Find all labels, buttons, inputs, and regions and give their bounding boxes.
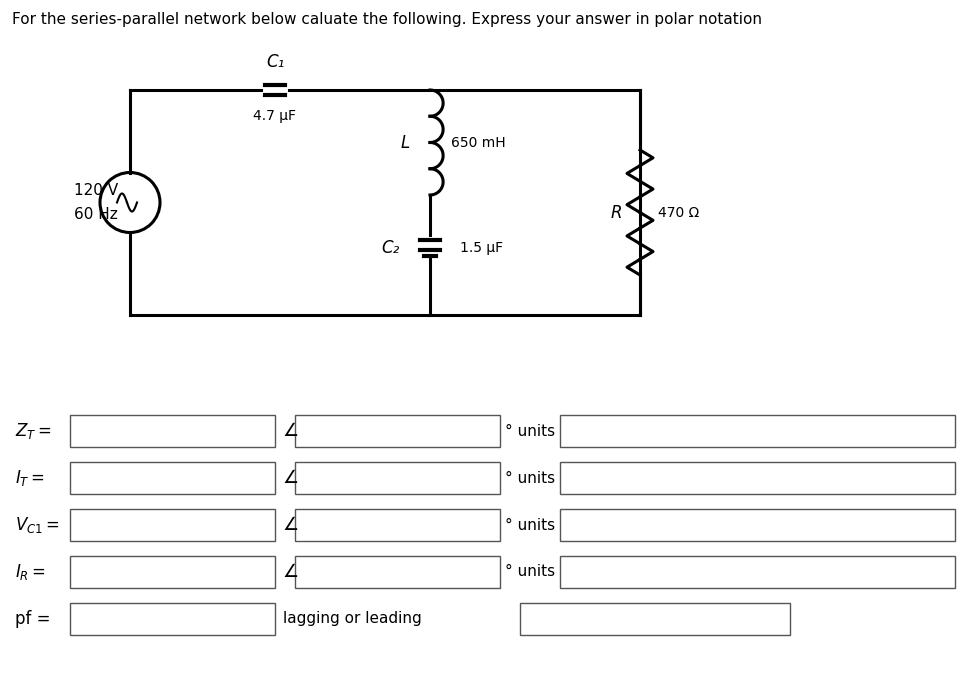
Text: ° units: ° units: [505, 423, 555, 439]
Text: ∠: ∠: [282, 422, 298, 440]
Text: ° units: ° units: [505, 564, 555, 579]
Text: pf =: pf =: [15, 610, 51, 628]
Text: 120 V: 120 V: [73, 183, 118, 198]
Bar: [70, 603, 275, 635]
Text: ∠: ∠: [282, 516, 298, 534]
Text: C₁: C₁: [266, 53, 284, 71]
Text: $I_T=$: $I_T=$: [15, 468, 45, 488]
Bar: [70, 509, 275, 541]
Text: 470 Ω: 470 Ω: [657, 205, 698, 219]
Text: ∠: ∠: [282, 563, 298, 581]
Text: 1.5 μF: 1.5 μF: [460, 241, 503, 255]
Bar: [294, 462, 500, 494]
Bar: [559, 509, 954, 541]
Bar: [519, 603, 789, 635]
Text: ° units: ° units: [505, 471, 555, 486]
Bar: [294, 415, 500, 447]
Text: 4.7 μF: 4.7 μF: [253, 109, 296, 123]
Text: $V_{C1}=$: $V_{C1}=$: [15, 515, 60, 535]
Text: L: L: [400, 133, 410, 151]
Text: C₂: C₂: [381, 239, 400, 257]
Bar: [559, 462, 954, 494]
Text: ∠: ∠: [282, 469, 298, 487]
Text: lagging or leading: lagging or leading: [283, 611, 422, 627]
Bar: [70, 556, 275, 588]
Text: $Z_T=$: $Z_T=$: [15, 421, 52, 441]
Text: 60 Hz: 60 Hz: [74, 207, 118, 222]
Bar: [294, 509, 500, 541]
Bar: [294, 556, 500, 588]
Bar: [559, 556, 954, 588]
Bar: [70, 462, 275, 494]
Text: R: R: [610, 203, 621, 221]
Text: ° units: ° units: [505, 518, 555, 532]
Text: For the series-parallel network below caluate the following. Express your answer: For the series-parallel network below ca…: [12, 12, 761, 27]
Text: 650 mH: 650 mH: [451, 135, 506, 149]
Bar: [70, 415, 275, 447]
Bar: [559, 415, 954, 447]
Text: $I_R=$: $I_R=$: [15, 562, 46, 582]
